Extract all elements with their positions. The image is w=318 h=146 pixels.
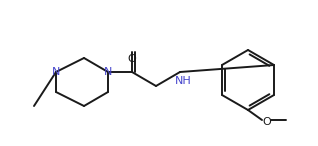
Text: O: O: [128, 54, 136, 64]
Text: N: N: [104, 67, 112, 77]
Text: N: N: [52, 67, 60, 77]
Text: O: O: [263, 117, 271, 127]
Text: NH: NH: [175, 76, 191, 86]
